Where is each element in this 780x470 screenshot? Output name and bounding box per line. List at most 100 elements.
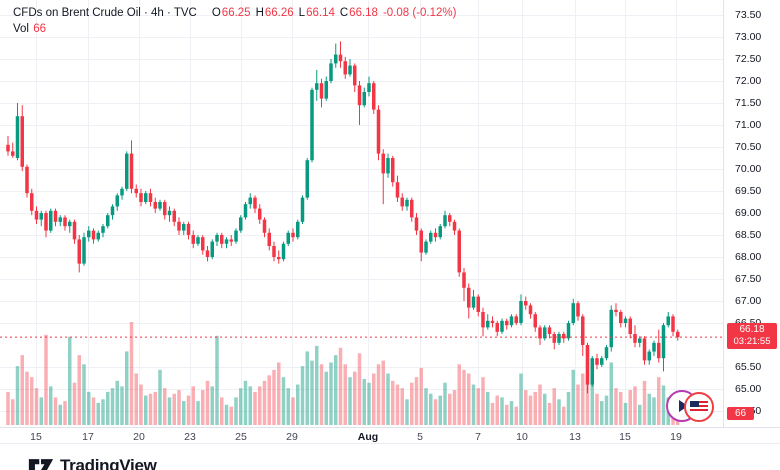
volume-bar: [381, 360, 385, 425]
candle-body: [338, 54, 343, 62]
volume-bar: [514, 406, 518, 425]
volume-bar: [628, 390, 632, 425]
volume-bar: [538, 384, 542, 425]
volume-bar: [547, 402, 552, 425]
change-value: -0.08 (-0.12%): [382, 7, 457, 19]
time-axis-label: 5: [417, 431, 423, 443]
candle-body: [91, 230, 96, 240]
candle-body: [571, 303, 575, 323]
candle-body: [49, 210, 53, 231]
time-axis-label: 23: [184, 431, 196, 443]
candle-body: [519, 301, 523, 323]
candle-body: [462, 272, 466, 288]
volume-bar: [543, 393, 547, 425]
candle-body: [376, 109, 381, 154]
tradingview-logo-icon: [28, 459, 54, 470]
candle-body: [68, 221, 72, 227]
candle-body: [205, 250, 210, 257]
volume-bar: [362, 379, 366, 425]
price-axis-label: 65.00: [735, 383, 762, 395]
time-axis[interactable]: 15 17 20 23 25 29 Aug 5 7 10 13 15 19: [0, 427, 780, 444]
volume-bar: [400, 388, 404, 425]
chart-canvas[interactable]: [0, 0, 723, 427]
time-axis-label: 17: [82, 431, 94, 443]
chart-plot-area[interactable]: [0, 0, 723, 427]
volume-bar: [63, 401, 67, 425]
low-value: 66.14: [306, 7, 335, 19]
volume-bar: [638, 404, 642, 425]
price-axis-label: 65.50: [735, 361, 762, 373]
volume-bar: [153, 391, 157, 425]
volume-bar: [410, 382, 414, 425]
price-axis[interactable]: 66.18 03:21:55 66 73.50 73.00 72.50 72.00 71…: [723, 0, 780, 427]
candle-body: [115, 195, 119, 207]
volume-bar: [386, 373, 390, 425]
candle-body: [562, 334, 566, 339]
candle-body: [163, 202, 167, 216]
candle-body: [353, 65, 357, 86]
candle-body: [357, 85, 362, 106]
candle-body: [505, 320, 509, 326]
candle-body: [652, 342, 656, 352]
time-axis-label: 7: [475, 431, 481, 443]
volume-bar: [457, 364, 461, 425]
volume-bar: [253, 391, 257, 425]
candle-body: [44, 213, 48, 231]
footer-bar: TradingView: [0, 445, 780, 470]
candle-body: [628, 318, 632, 334]
candle-body: [153, 202, 157, 209]
volume-bar: [6, 391, 10, 425]
volume-bar: [476, 388, 480, 425]
volume-bar: [34, 388, 39, 425]
candle-body: [419, 230, 423, 253]
price-axis-label: 69.00: [735, 207, 762, 219]
volume-badge: 66: [727, 407, 754, 420]
candle-body: [576, 303, 580, 317]
candle-body: [343, 61, 347, 75]
open-value: 66.25: [221, 7, 251, 19]
candle-body: [6, 144, 10, 152]
volume-bar: [277, 362, 281, 425]
candle-body: [296, 221, 300, 238]
volume-bar: [220, 397, 224, 425]
volume-bar: [82, 364, 86, 425]
symbol-title[interactable]: CFDs on Brent Crude Oil · 4h · TVC: [13, 7, 197, 19]
volume-bar: [286, 388, 290, 425]
candle-body: [262, 219, 267, 233]
candle-body: [253, 197, 257, 209]
volume-bar: [315, 345, 319, 425]
candle-body: [391, 158, 395, 183]
price-axis-label: 67.50: [735, 273, 762, 285]
candle-body: [585, 345, 590, 385]
candle-body: [362, 92, 366, 106]
candle-body: [500, 320, 504, 332]
volume-bar: [395, 384, 400, 425]
candle-body: [395, 182, 400, 198]
volume-bar: [15, 366, 20, 425]
price-axis-label: 68.50: [735, 229, 762, 241]
volume-bar: [353, 371, 357, 425]
candle-body: [224, 239, 229, 244]
candle-body: [405, 199, 409, 207]
volume-bar: [433, 399, 438, 425]
volume-bar: [604, 395, 609, 425]
time-axis-label: 13: [569, 431, 581, 443]
candle-body: [120, 188, 124, 196]
candle-body: [604, 347, 609, 359]
price-axis-label: 71.00: [735, 119, 762, 131]
volume-bar: [438, 395, 442, 425]
candle-body: [514, 316, 518, 323]
price-axis-label: 73.50: [735, 9, 762, 21]
tradingview-attribution-link[interactable]: TradingView: [28, 456, 157, 470]
candle-body: [229, 239, 233, 242]
candle-body: [134, 188, 138, 194]
candle-body: [633, 334, 637, 343]
candle-body: [110, 206, 115, 216]
volume-bar: [129, 322, 134, 425]
volume-bar: [44, 334, 48, 425]
candle-body: [334, 54, 338, 64]
volume-bar: [77, 355, 81, 425]
candle-body: [258, 208, 262, 220]
bar-countdown: 03:21:55: [733, 336, 771, 348]
volume-bar: [372, 373, 376, 425]
